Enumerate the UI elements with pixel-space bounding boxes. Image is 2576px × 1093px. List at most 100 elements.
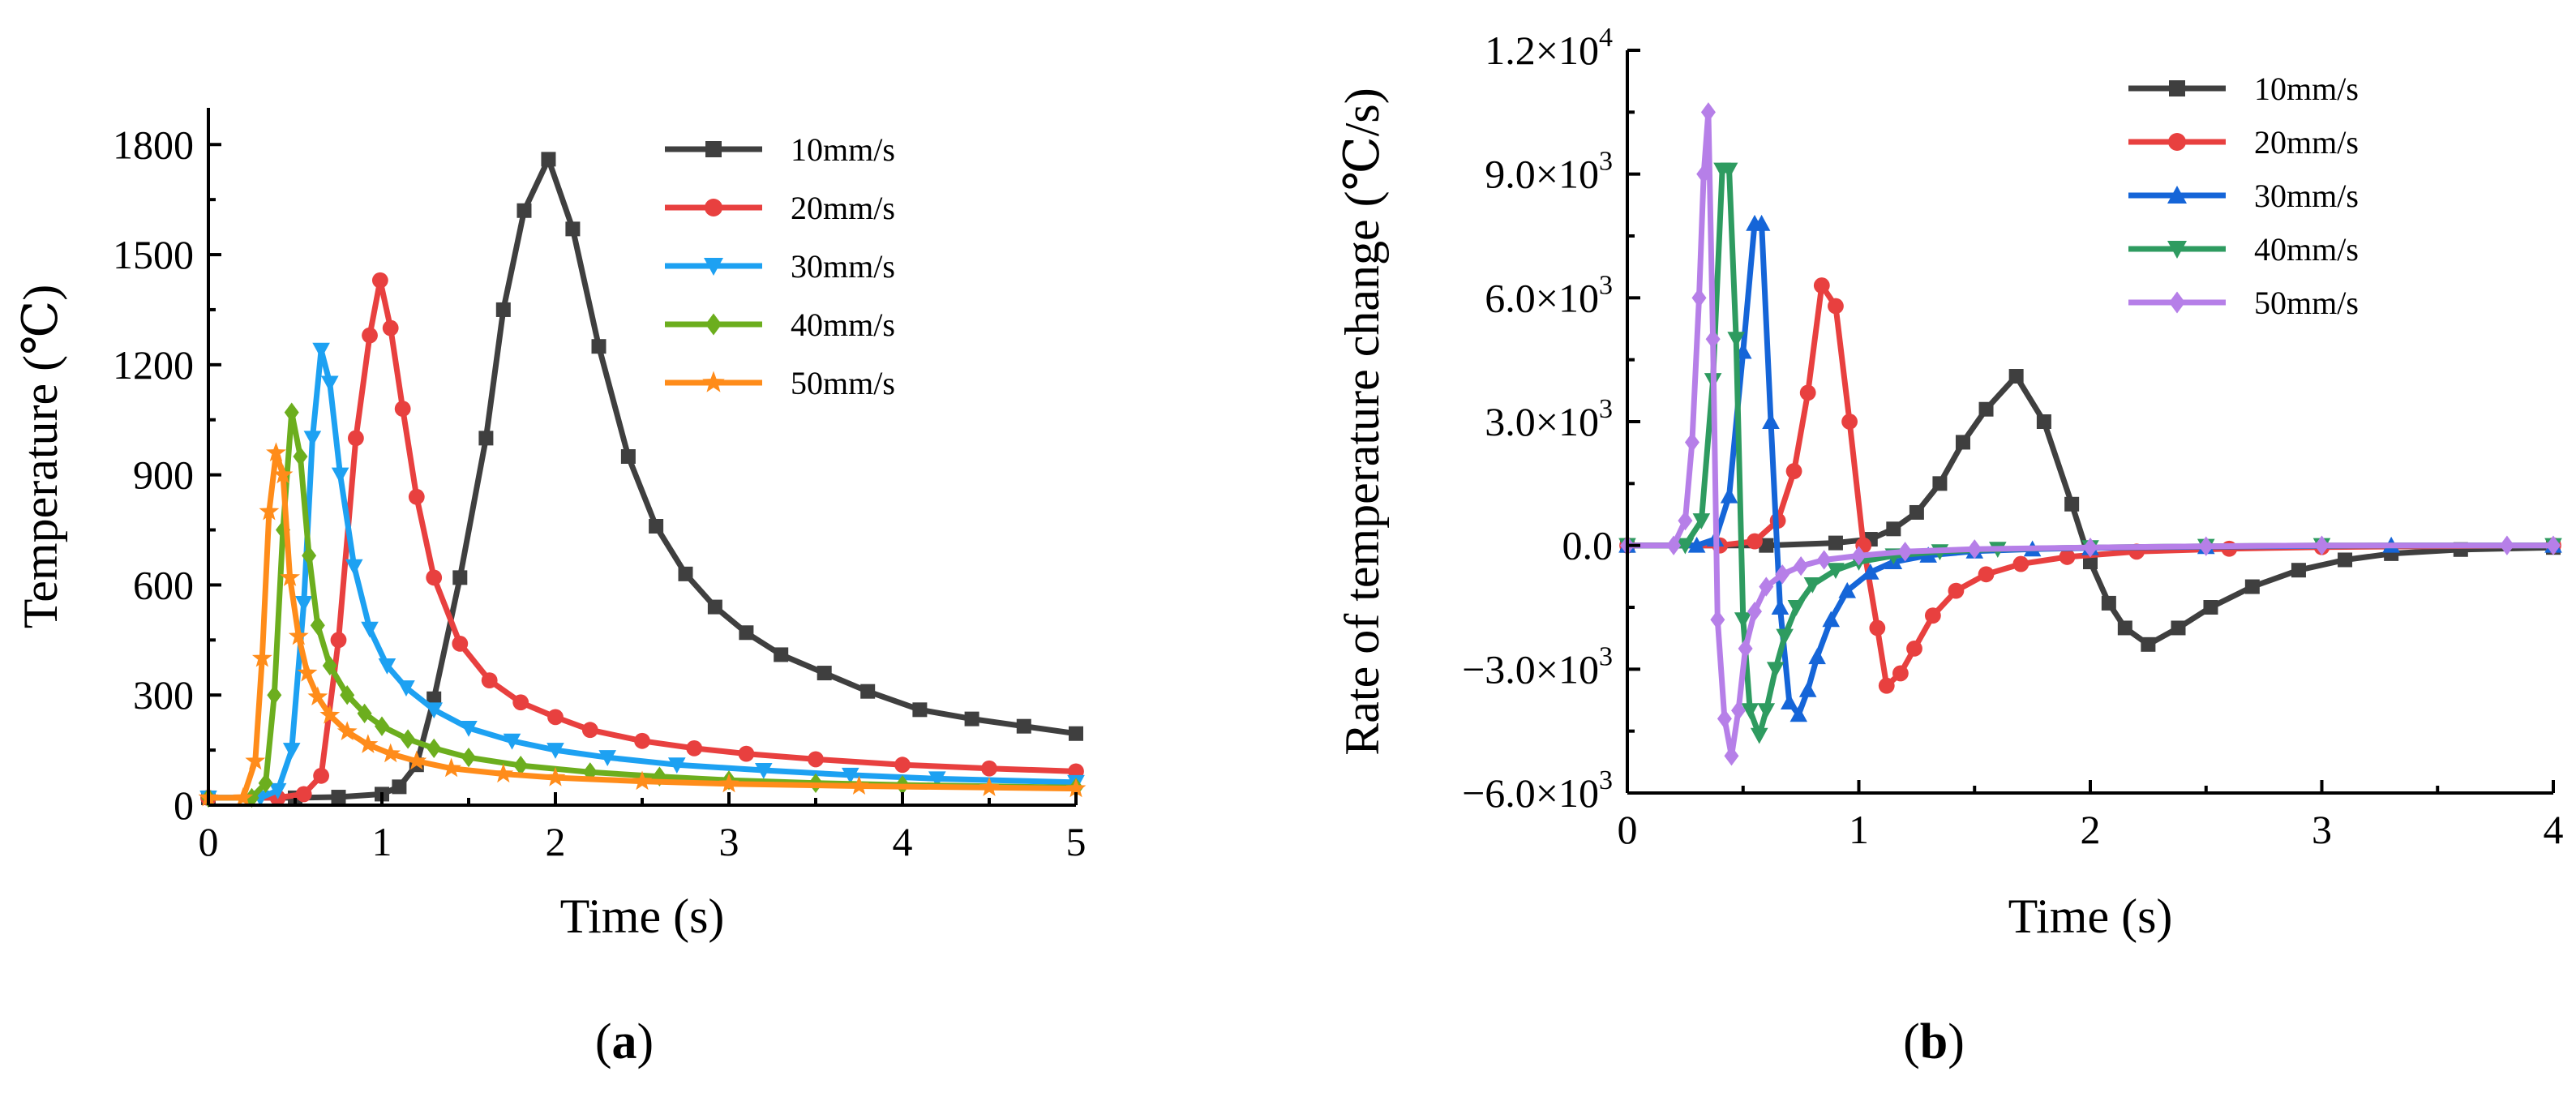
y-tick-label: 1200 — [113, 342, 194, 388]
data-point — [1776, 628, 1794, 645]
data-point — [1924, 607, 1941, 624]
x-tick-label: 4 — [893, 819, 913, 864]
data-point — [1781, 693, 1798, 710]
data-point — [272, 464, 294, 484]
data-point — [668, 757, 686, 774]
data-point — [313, 767, 329, 784]
data-point — [2008, 369, 2024, 384]
data-point — [513, 755, 529, 776]
x-tick-label: 1 — [372, 819, 392, 864]
data-point — [774, 647, 789, 662]
data-point — [1757, 703, 1776, 720]
data-point — [336, 721, 358, 741]
data-point — [503, 733, 521, 750]
data-point — [1967, 539, 1982, 559]
data-point — [1724, 746, 1739, 766]
data-point — [1869, 619, 1886, 637]
y-tick-label: 0 — [174, 782, 194, 828]
legend-item-40mm/s: 40mm/s — [2128, 231, 2359, 268]
data-point — [2314, 535, 2330, 555]
data-point — [358, 734, 379, 753]
data-point — [1727, 332, 1745, 349]
data-point — [1785, 463, 1802, 479]
data-point — [860, 684, 876, 699]
legend-item-10mm/s: 10mm/s — [665, 131, 895, 168]
data-point — [1789, 705, 1808, 722]
y-tick-label: 300 — [133, 672, 194, 718]
legend-item-20mm/s: 20mm/s — [2128, 124, 2359, 161]
legend-label: 40mm/s — [2254, 231, 2359, 268]
data-point — [1741, 703, 1759, 720]
data-point — [912, 702, 928, 718]
data-point — [739, 625, 754, 641]
data-point — [460, 720, 478, 737]
data-point — [1886, 521, 1901, 537]
legend-marker — [2167, 241, 2187, 259]
data-point — [357, 703, 372, 723]
data-point — [2198, 536, 2214, 556]
y-tick-label: 1500 — [113, 232, 194, 277]
legend-marker — [705, 141, 722, 157]
data-point — [478, 431, 494, 446]
y-tick-exponent: 3 — [1599, 147, 1613, 177]
data-point — [268, 782, 287, 799]
x-tick-label: 4 — [2544, 807, 2564, 852]
data-point — [408, 488, 425, 505]
data-point — [1750, 727, 1768, 744]
y-tick-exponent: 3 — [1599, 270, 1613, 300]
data-point — [686, 739, 703, 757]
data-point — [1731, 701, 1747, 721]
data-point — [1069, 726, 1083, 741]
line-20mm/s — [208, 277, 1077, 801]
data-point — [331, 467, 349, 484]
data-point — [312, 342, 330, 359]
data-point — [2546, 535, 2561, 555]
data-point — [361, 621, 379, 638]
legend-item-30mm/s: 30mm/s — [2128, 178, 2359, 214]
data-point — [718, 773, 739, 793]
data-point — [2117, 620, 2132, 636]
data-point — [1687, 536, 1706, 553]
data-point — [1787, 600, 1806, 616]
data-point — [1955, 435, 1970, 450]
legend-label: 10mm/s — [791, 131, 895, 168]
data-point — [1978, 401, 1994, 417]
data-point — [1705, 329, 1721, 349]
data-point — [1696, 164, 1712, 184]
data-point — [1803, 577, 1822, 594]
data-point — [632, 770, 653, 791]
data-point — [319, 705, 341, 724]
legend-marker — [2169, 291, 2185, 314]
data-point — [493, 763, 514, 783]
data-point — [1666, 535, 1682, 555]
y-tick-exponent: 3 — [1599, 394, 1613, 424]
y-axis-title: Temperature (℃) — [14, 285, 67, 628]
data-point — [928, 771, 946, 788]
x-tick-label: 0 — [1618, 807, 1638, 852]
data-point — [545, 767, 566, 787]
data-point — [1932, 476, 1948, 491]
data-point — [598, 750, 616, 766]
data-point — [1794, 555, 1809, 577]
y-tick-mantissa: 1.2×10 — [1485, 28, 1599, 73]
y-tick-exponent: 4 — [1599, 23, 1613, 53]
legend-marker — [2168, 133, 2186, 151]
data-point — [307, 686, 328, 706]
legend-marker — [2167, 186, 2187, 204]
data-point — [2499, 535, 2514, 555]
data-point — [1717, 709, 1732, 729]
y-tick-label: 1.2×104​ — [1485, 23, 1613, 73]
data-point — [1827, 563, 1845, 579]
legend-item-20mm/s: 20mm/s — [665, 190, 895, 226]
data-point — [1841, 414, 1858, 430]
data-point — [2291, 563, 2306, 578]
data-point — [1828, 535, 1843, 551]
data-point — [406, 750, 427, 770]
line-50mm/s — [208, 450, 1077, 801]
y-tick-label: 600 — [133, 562, 194, 607]
data-point — [340, 685, 355, 705]
data-point — [452, 570, 468, 585]
data-point — [233, 787, 254, 807]
data-point — [516, 203, 532, 218]
